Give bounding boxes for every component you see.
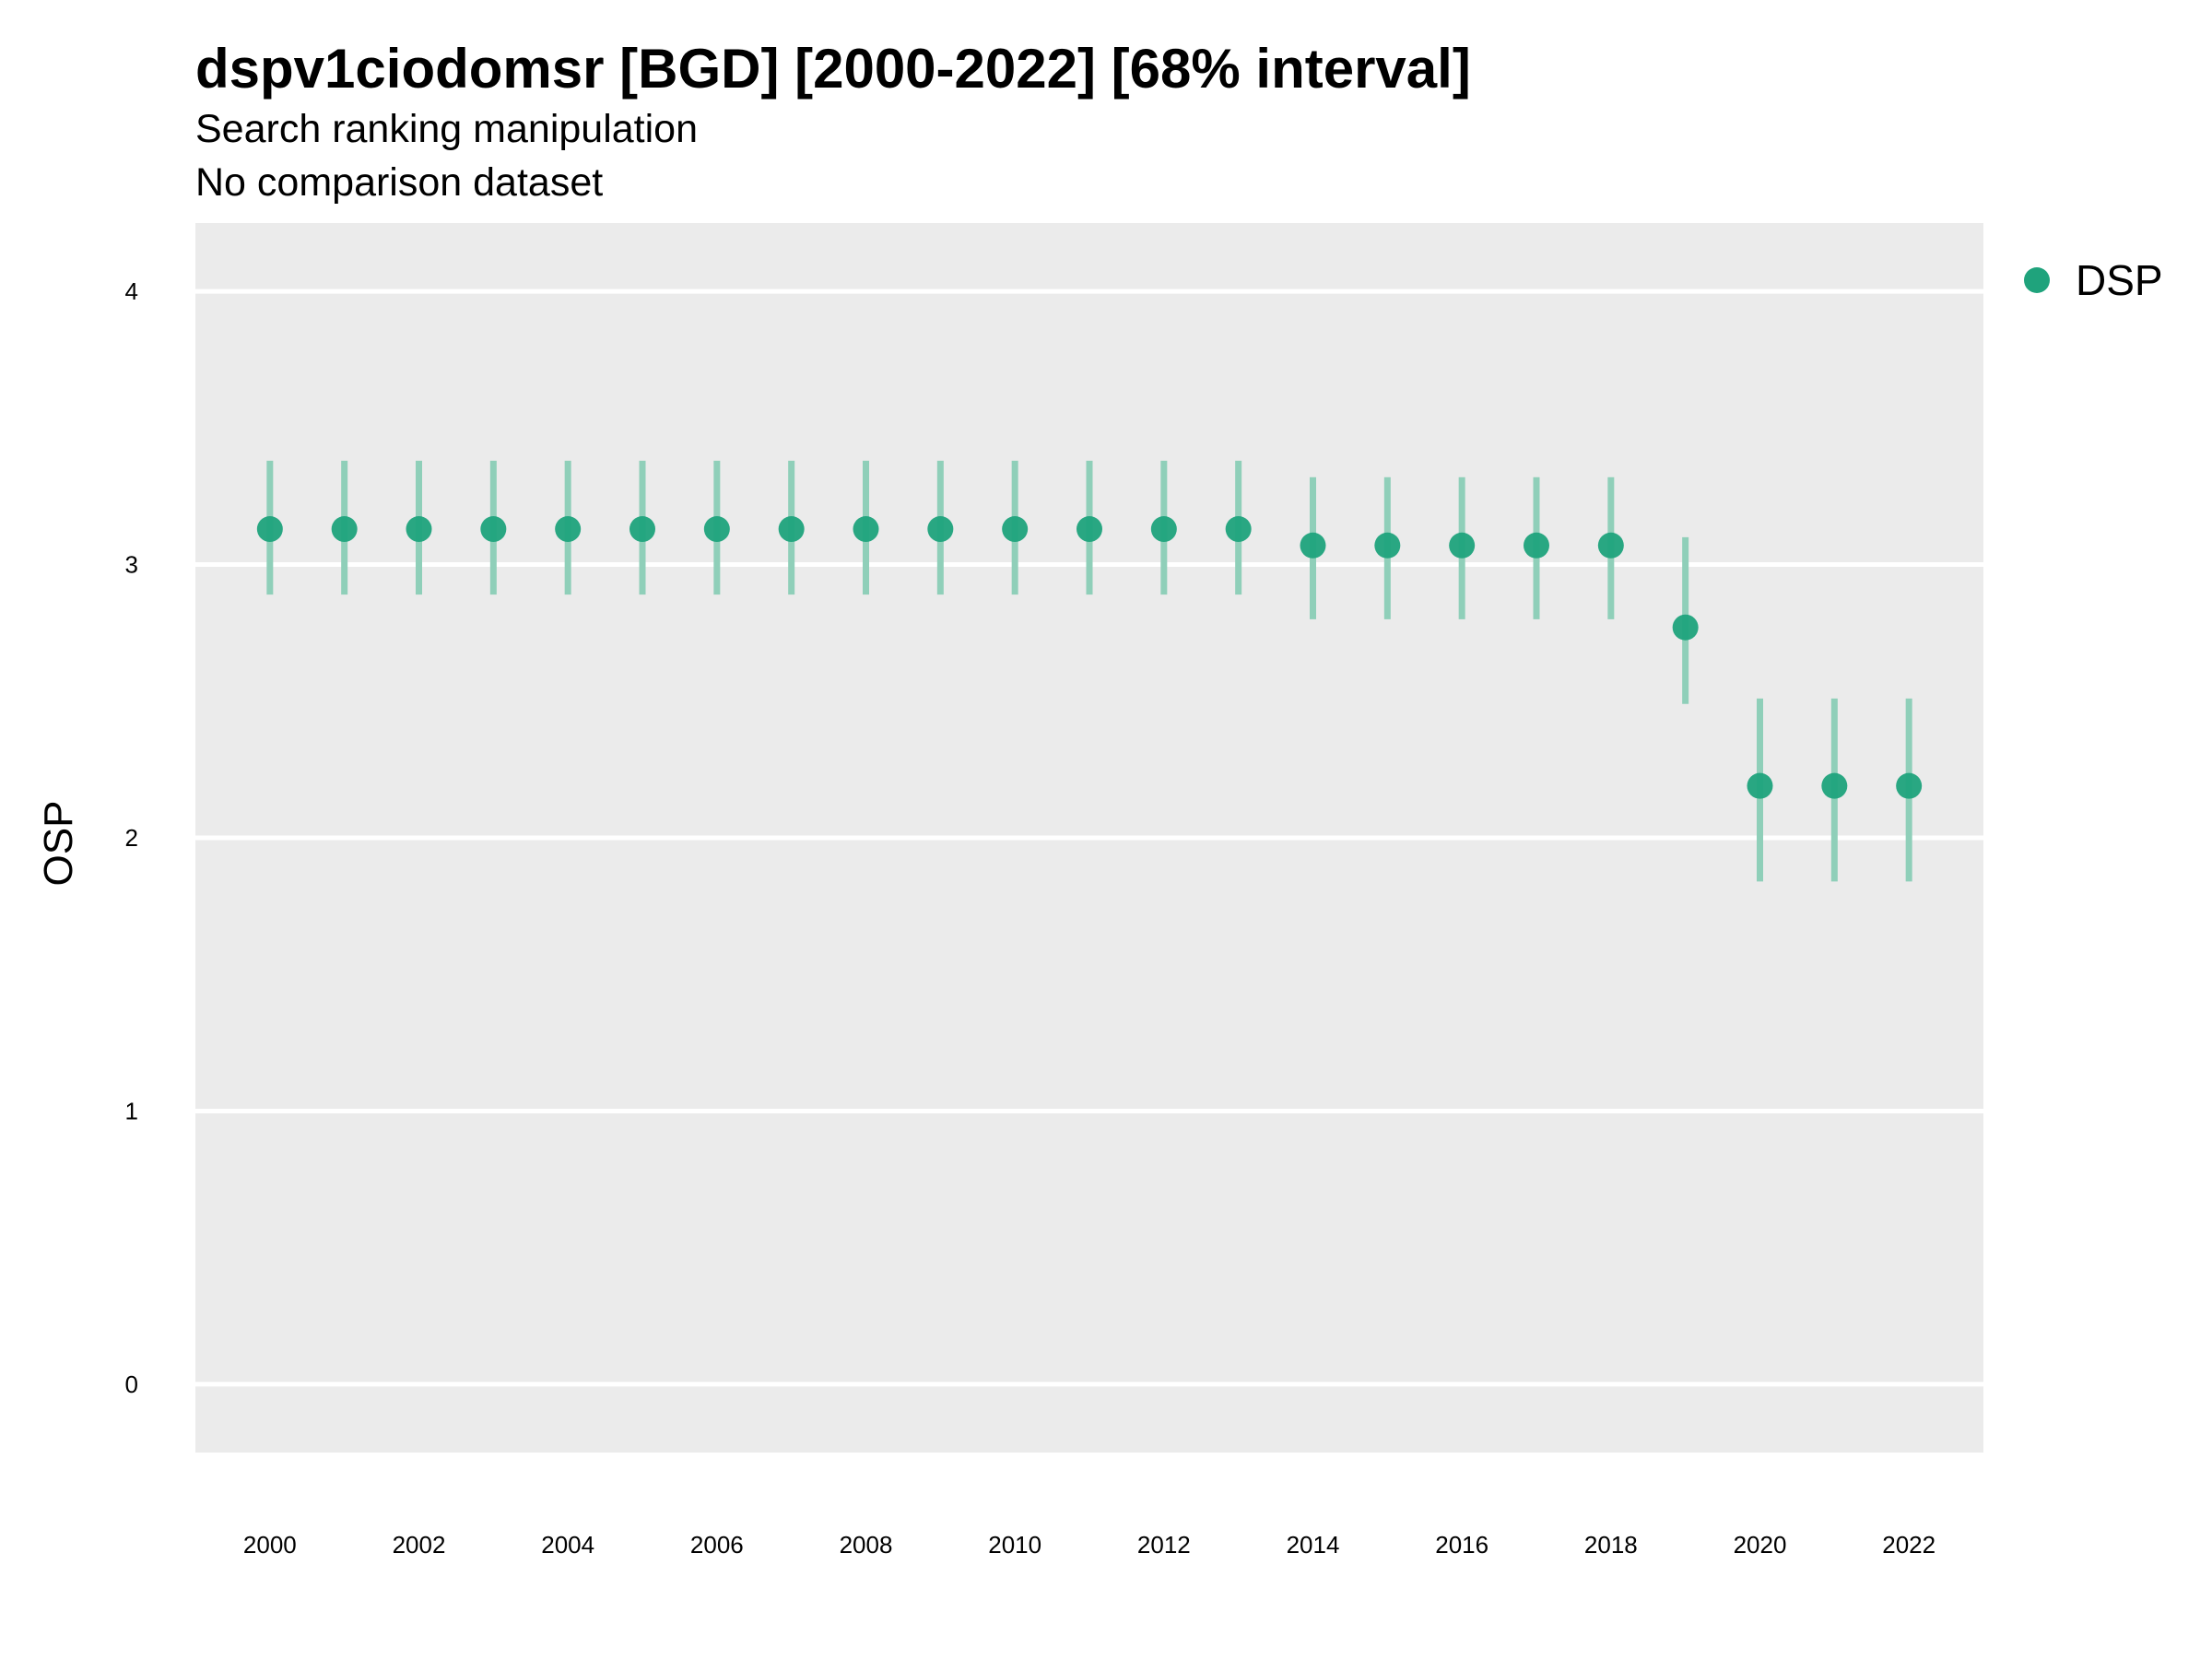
data-point <box>1300 532 1326 559</box>
data-point <box>1672 614 1699 641</box>
data-point <box>629 516 655 543</box>
x-tick-label: 2020 <box>1734 1531 1787 1559</box>
y-tick-label: 2 <box>125 824 138 852</box>
x-tick-label: 2004 <box>541 1531 594 1559</box>
data-point <box>1524 532 1549 559</box>
data-point <box>406 516 432 543</box>
data-point <box>256 516 283 543</box>
x-tick-label: 2014 <box>1287 1531 1340 1559</box>
data-point <box>1597 532 1624 559</box>
x-tick-label: 2008 <box>840 1531 893 1559</box>
x-tick-label: 2022 <box>1882 1531 1936 1559</box>
data-point <box>853 516 879 543</box>
y-tick-label: 4 <box>125 277 138 305</box>
data-point <box>1374 532 1401 559</box>
data-point <box>703 516 730 543</box>
y-tick-label: 3 <box>125 551 138 579</box>
data-point <box>331 516 358 543</box>
data-point <box>778 516 805 543</box>
x-tick-label: 2010 <box>988 1531 1041 1559</box>
data-points <box>256 516 1923 799</box>
x-axis-ticks: 2000 2002 2004 2006 2008 2010 2012 2014 2016 2018… <box>243 1531 1936 1559</box>
legend: DSP <box>2024 256 2163 304</box>
chart-title: dspv1ciodomsr [BGD] [2000-2022] [68% int… <box>195 38 1471 100</box>
x-tick-label: 2006 <box>690 1531 744 1559</box>
data-point <box>1002 516 1029 543</box>
y-tick-label: 0 <box>125 1371 138 1398</box>
data-point <box>1896 772 1923 799</box>
data-point <box>1747 772 1773 799</box>
x-tick-label: 2002 <box>393 1531 446 1559</box>
x-tick-label: 2018 <box>1584 1531 1638 1559</box>
data-point <box>1821 772 1848 799</box>
y-axis-ticks: 0 1 2 3 4 <box>125 277 138 1398</box>
data-point <box>480 516 507 543</box>
data-point <box>555 516 582 543</box>
legend-label: DSP <box>2076 256 2163 304</box>
chart-subtitle: Search ranking manipulation <box>195 107 698 151</box>
data-point <box>1150 516 1177 543</box>
y-axis-label: OSP <box>36 801 81 887</box>
data-point <box>1225 516 1252 543</box>
legend-key <box>2024 267 2050 293</box>
data-point <box>927 516 954 543</box>
x-tick-label: 2016 <box>1435 1531 1488 1559</box>
data-point <box>1077 516 1102 543</box>
x-tick-label: 2012 <box>1137 1531 1191 1559</box>
y-tick-label: 1 <box>125 1097 138 1124</box>
x-tick-label: 2000 <box>243 1531 297 1559</box>
chart-caption: No comparison dataset <box>195 160 604 205</box>
data-point <box>1449 532 1476 559</box>
